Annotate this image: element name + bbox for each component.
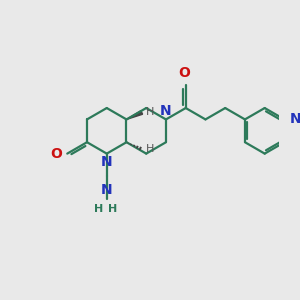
Text: H: H <box>146 107 154 118</box>
Text: N: N <box>290 112 300 126</box>
Text: N: N <box>160 104 172 118</box>
Text: H: H <box>146 144 154 154</box>
Text: N: N <box>101 155 112 169</box>
Polygon shape <box>127 111 142 119</box>
Text: H: H <box>94 204 104 214</box>
Text: O: O <box>178 67 190 80</box>
Text: H: H <box>108 204 118 214</box>
Text: N: N <box>101 183 112 197</box>
Text: O: O <box>50 147 62 160</box>
